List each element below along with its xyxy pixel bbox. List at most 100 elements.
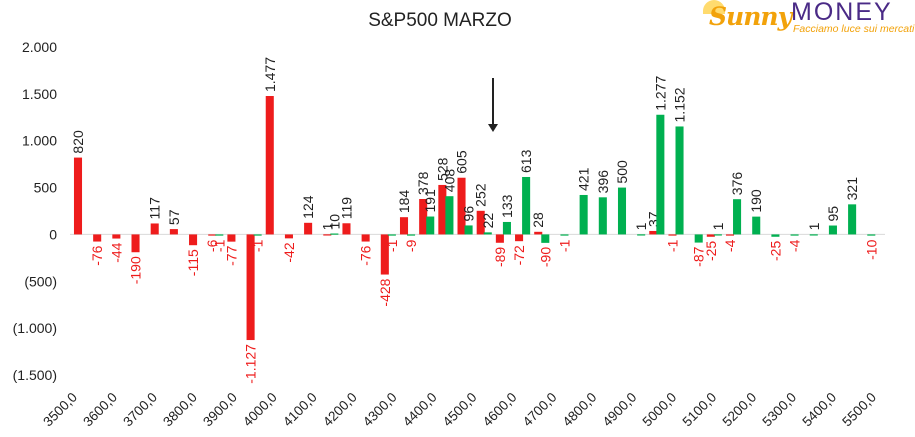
x-tick-label: 3600,0 <box>80 390 120 430</box>
data-label: 1 <box>633 222 649 230</box>
bar <box>649 230 658 235</box>
y-tick-label: 500 <box>34 180 58 196</box>
bar <box>464 225 473 235</box>
data-label: -1 <box>664 239 680 252</box>
bar <box>752 216 761 235</box>
bar <box>246 234 255 341</box>
data-label: 10 <box>326 214 342 230</box>
bar <box>637 234 646 236</box>
bar <box>323 234 332 236</box>
y-tick-label: (1.000) <box>13 320 57 336</box>
x-tick-label: 4700,0 <box>520 390 560 430</box>
x-tick-label: 3700,0 <box>120 390 160 430</box>
data-label: -4 <box>722 239 738 252</box>
x-tick-label: 5100,0 <box>680 390 720 430</box>
data-label: 1.477 <box>262 57 278 92</box>
data-label: -1 <box>211 239 227 252</box>
data-label: -10 <box>863 239 879 259</box>
bar <box>515 234 524 242</box>
data-label: -115 <box>185 249 201 276</box>
y-tick-label: 1.500 <box>22 86 57 102</box>
data-label: 117 <box>147 197 163 220</box>
data-label: -77 <box>223 245 239 265</box>
x-tick-label: 4200,0 <box>320 390 360 430</box>
bar <box>675 126 684 235</box>
x-tick-label: 4400,0 <box>400 390 440 430</box>
bar <box>809 234 818 236</box>
bar <box>330 233 339 235</box>
bar <box>790 234 799 236</box>
x-tick-label: 4000,0 <box>240 390 280 430</box>
data-label: 321 <box>844 177 860 201</box>
data-label: -25 <box>703 241 719 261</box>
data-label: 376 <box>729 172 745 196</box>
bar <box>706 234 715 237</box>
data-label: 57 <box>166 209 182 225</box>
bar <box>361 234 370 242</box>
bar <box>483 232 492 235</box>
data-label: 190 <box>748 189 764 213</box>
data-label: -1.127 <box>243 344 259 384</box>
chart-title: S&P500 MARZO <box>368 10 512 31</box>
bar <box>387 234 396 236</box>
bar <box>112 234 121 239</box>
data-label: 500 <box>614 160 630 184</box>
data-label: -44 <box>108 242 124 262</box>
data-label: 191 <box>422 189 438 213</box>
data-label: 408 <box>441 169 457 193</box>
x-tick-label: 4600,0 <box>480 390 520 430</box>
bar <box>426 216 435 235</box>
data-label: 528 <box>434 157 450 181</box>
bar <box>189 234 198 246</box>
bar <box>867 234 876 236</box>
bar <box>502 221 511 235</box>
bar <box>445 196 454 235</box>
bar <box>457 177 466 235</box>
data-label: 820 <box>70 130 86 154</box>
bar <box>560 234 569 236</box>
data-label: 1.277 <box>652 76 668 111</box>
bar <box>169 229 178 235</box>
bar <box>828 225 837 235</box>
data-label: 119 <box>338 197 354 220</box>
bar <box>93 234 102 242</box>
bar <box>579 194 588 235</box>
logo-word-money: MONEY <box>791 0 893 26</box>
bar <box>73 157 83 235</box>
y-tick-label: 1.000 <box>22 133 57 149</box>
data-label: -42 <box>281 242 297 262</box>
y-tick-label: (1.500) <box>13 367 57 383</box>
data-label: -76 <box>358 245 374 265</box>
x-tick-label: 4100,0 <box>280 390 320 430</box>
bar <box>284 234 293 239</box>
data-label: 252 <box>473 183 489 207</box>
data-label: 378 <box>415 171 431 195</box>
data-label: 96 <box>461 206 477 222</box>
bar <box>522 176 531 235</box>
data-label: 1 <box>710 222 726 230</box>
logo-word-sunny: Sunny <box>709 2 792 31</box>
data-label: 124 <box>300 195 316 219</box>
bar <box>476 210 485 235</box>
bar <box>617 187 627 235</box>
x-tick-label: 5300,0 <box>759 390 799 430</box>
bar <box>227 234 236 242</box>
bar <box>848 204 857 235</box>
bar <box>208 234 217 236</box>
data-label: 1 <box>319 222 335 230</box>
data-label: -428 <box>377 278 393 306</box>
arrow-head <box>488 124 498 132</box>
data-label: 28 <box>530 212 546 228</box>
data-label: -76 <box>89 245 105 265</box>
bar <box>541 234 550 243</box>
x-tick-label: 5500,0 <box>839 390 879 430</box>
data-label: 1 <box>806 222 822 230</box>
bar <box>598 197 607 235</box>
bar <box>438 184 447 235</box>
x-tick-label: 5000,0 <box>640 390 680 430</box>
logo-tagline: Facciamo luce sui mercati <box>793 23 915 35</box>
bar <box>495 234 504 243</box>
x-tick-label: 5200,0 <box>719 390 759 430</box>
sun-icon <box>703 0 725 14</box>
data-label: -87 <box>691 246 707 266</box>
